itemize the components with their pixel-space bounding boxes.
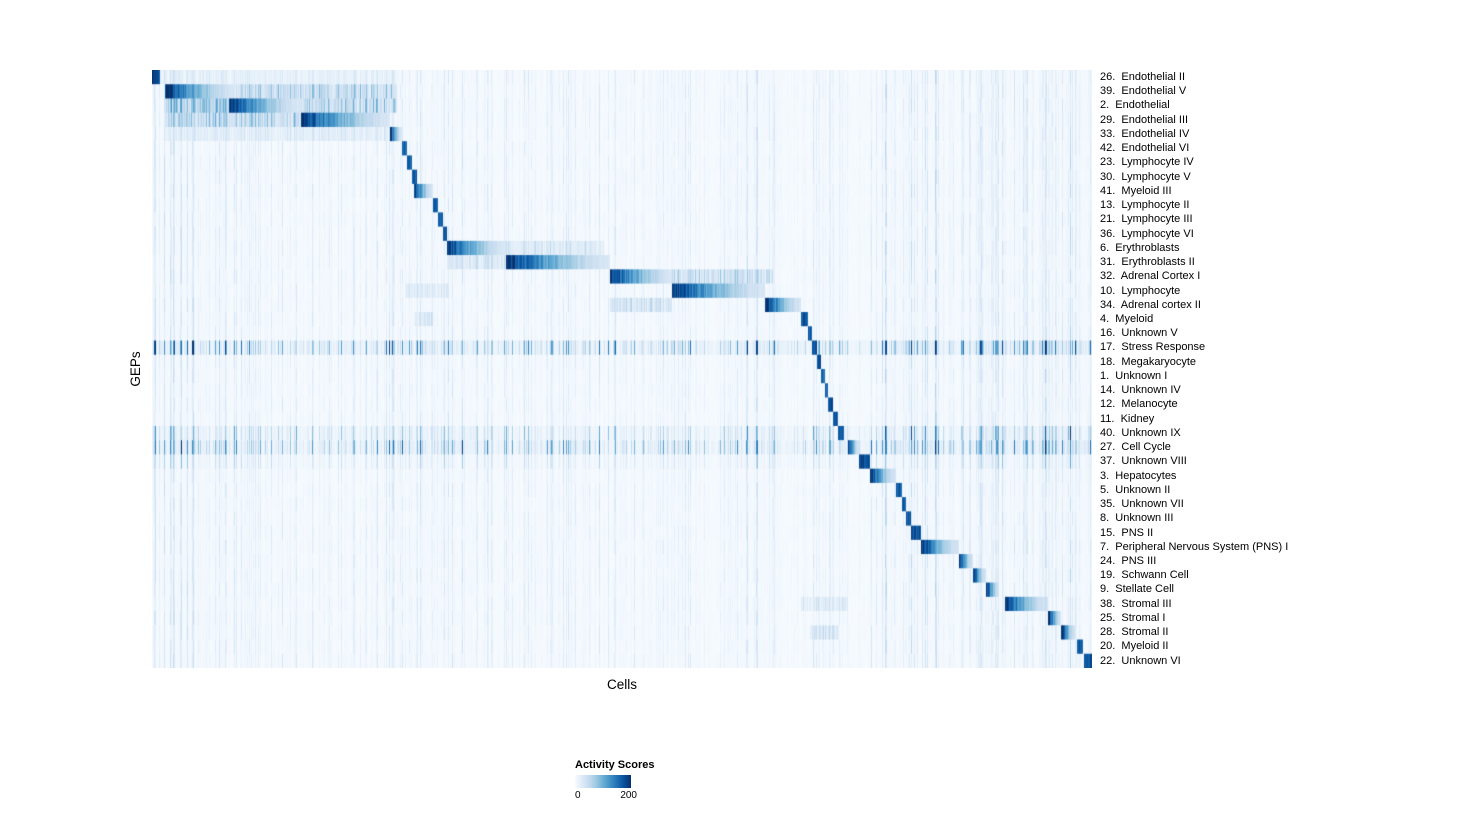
heatmap-canvas — [152, 70, 1092, 668]
gep-row-label: 2. Endothelial — [1100, 99, 1170, 112]
gep-row-label: 33. Endothelial IV — [1100, 127, 1190, 140]
colorbar-gradient — [575, 775, 631, 788]
colorbar-ticks: 0 200 — [575, 790, 637, 801]
gep-row-labels: 26. Endothelial II 39. Endothelial V 2. En… — [1100, 70, 1288, 668]
gep-row-label: 19. Schwann Cell — [1100, 569, 1189, 582]
gep-row-label: 37. Unknown VIII — [1100, 455, 1187, 468]
y-axis-label: GEPs — [128, 351, 143, 387]
gep-row-label: 35. Unknown VII — [1100, 498, 1184, 511]
gep-row-label: 1. Unknown I — [1100, 369, 1168, 382]
gep-row-label: 29. Endothelial III — [1100, 113, 1189, 126]
gep-row-label: 32. Adrenal Cortex I — [1100, 270, 1201, 283]
gep-row-label: 7. Peripheral Nervous System (PNS) I — [1100, 540, 1289, 553]
colorbar-legend: Activity Scores 0 200 — [575, 759, 654, 801]
gep-row-label: 5. Unknown II — [1100, 483, 1171, 496]
gep-row-label: 22. Unknown VI — [1100, 654, 1181, 667]
gep-row-label: 27. Cell Cycle — [1100, 441, 1171, 454]
gep-row-label: 13. Lymphocyte II — [1100, 199, 1190, 212]
gep-row-label: 36. Lymphocyte VI — [1100, 227, 1194, 240]
gep-row-label: 26. Endothelial II — [1100, 71, 1186, 83]
gep-row-label: 4. Myeloid — [1100, 312, 1154, 325]
colorbar-tick-max: 200 — [620, 790, 637, 801]
gep-row-label: 16. Unknown V — [1100, 327, 1178, 340]
gep-row-label: 40. Unknown IX — [1100, 426, 1181, 439]
gep-row-label: 10. Lymphocyte — [1100, 284, 1181, 297]
gep-row-label: 9. Stellate Cell — [1100, 583, 1174, 596]
gep-row-label: 30. Lymphocyte V — [1100, 170, 1191, 183]
gep-row-label: 14. Unknown IV — [1100, 384, 1181, 397]
gep-row-label: 11. Kidney — [1100, 412, 1155, 425]
gep-row-label: 17. Stress Response — [1100, 341, 1206, 354]
gep-row-label: 8. Unknown III — [1100, 512, 1174, 525]
gep-row-label: 25. Stromal I — [1100, 611, 1166, 624]
gep-row-label: 6. Erythroblasts — [1100, 241, 1180, 254]
gep-row-label: 34. Adrenal cortex II — [1100, 298, 1201, 311]
gep-row-label: 31. Erythroblasts II — [1100, 256, 1195, 269]
gep-row-label: 15. PNS II — [1100, 526, 1154, 539]
gep-row-label: 41. Myeloid III — [1100, 184, 1172, 197]
gep-row-label: 18. Megakaryocyte — [1100, 355, 1196, 368]
gep-row-label: 28. Stromal II — [1100, 626, 1169, 639]
gep-row-label: 38. Stromal III — [1100, 597, 1172, 610]
gep-row-label: 3. Hepatocytes — [1100, 469, 1177, 482]
gep-row-label: 24. PNS III — [1100, 554, 1157, 567]
colorbar-tick-min: 0 — [575, 790, 581, 801]
gep-row-label: 42. Endothelial VI — [1100, 142, 1190, 155]
gep-row-label: 21. Lymphocyte III — [1100, 213, 1193, 226]
gep-row-label: 23. Lymphocyte IV — [1100, 156, 1194, 169]
x-axis-label: Cells — [606, 677, 637, 692]
colorbar-title: Activity Scores — [575, 759, 655, 771]
gep-row-label: 39. Endothelial V — [1100, 85, 1187, 98]
gep-row-label: 20. Myeloid II — [1100, 640, 1169, 653]
gep-row-label: 12. Melanocyte — [1100, 398, 1178, 411]
